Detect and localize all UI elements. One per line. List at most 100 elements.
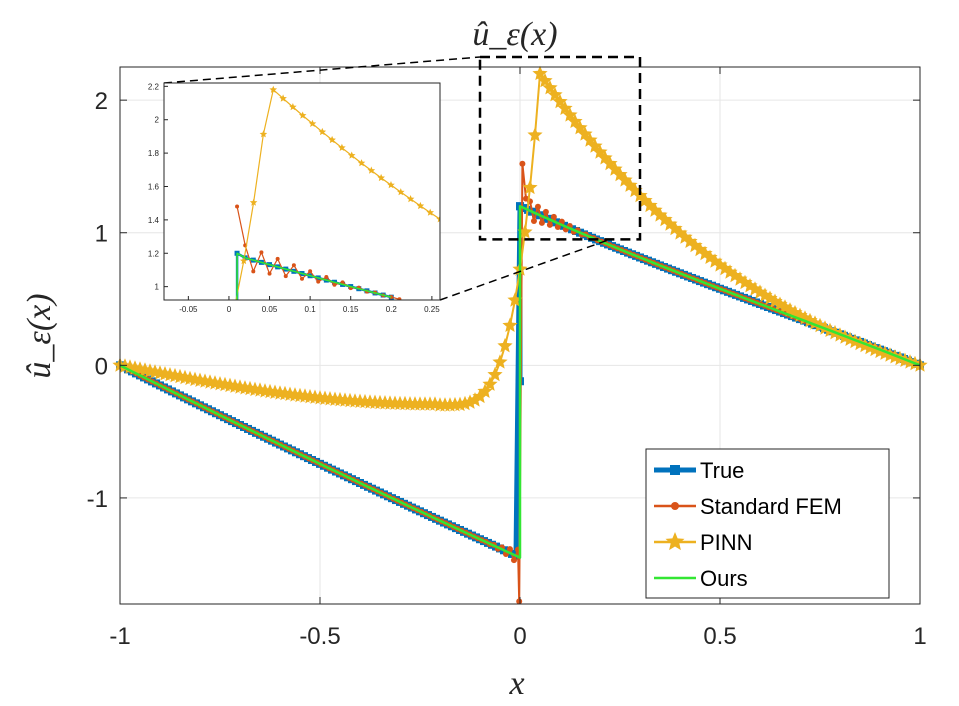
inset-series-pinn-point	[406, 195, 415, 203]
x-tick-label: 1	[913, 623, 926, 650]
inset-y-tick-label: 1.8	[148, 149, 160, 158]
y-tick-label: -1	[87, 486, 108, 513]
inset-series-standard-fem-point	[308, 269, 313, 274]
inset-series-ours	[236, 252, 392, 300]
y-tick-label: 1	[95, 221, 108, 248]
y-tick-label: 0	[95, 353, 108, 380]
inset-series-pinn-point	[298, 111, 307, 119]
inset-series-standard-fem-point	[291, 263, 296, 268]
inset-frame	[163, 82, 441, 301]
legend-swatch-marker	[665, 532, 685, 551]
inset-series-standard-fem-point	[397, 297, 402, 300]
series-pinn-point	[477, 383, 493, 398]
zoom-connector	[439, 238, 611, 301]
inset-series-ours-line	[236, 252, 392, 300]
inset-x-tick-label: -0.05	[179, 305, 198, 314]
inset-series-standard-fem-point	[251, 269, 256, 274]
inset-series-standard-fem-point	[275, 256, 280, 261]
series-pinn-point	[497, 337, 513, 353]
inset-series-pinn-point	[289, 103, 297, 111]
inset-x-tick-label: 0.2	[386, 305, 398, 314]
series-standard-fem-point	[534, 203, 541, 210]
inset-series-standard-fem-point	[332, 282, 337, 287]
inset-series-pinn-point	[426, 208, 434, 216]
inset-series-pinn-point	[279, 94, 287, 102]
x-tick-label: 0	[513, 623, 526, 650]
inset-y-tick-label: 1	[155, 283, 160, 292]
inset-series-pinn-point	[269, 85, 278, 93]
inset-series-pinn-point	[328, 135, 336, 144]
series-pinn-point	[492, 354, 508, 369]
series-pinn-point	[487, 366, 503, 382]
inset-series-standard-fem-point	[267, 271, 272, 276]
series-ours	[119, 204, 921, 559]
series-ours-line	[119, 204, 921, 559]
chart-title: û_ε(x)	[472, 16, 557, 53]
inset-y-tick-label: 2	[155, 116, 160, 125]
inset-series-pinn-point	[347, 151, 356, 159]
x-tick-label: -0.5	[299, 623, 340, 650]
series-standard-fem-point	[550, 213, 557, 220]
inset-series-pinn-point	[387, 181, 395, 189]
inset-y-tick-label: 1.2	[148, 249, 160, 258]
inset-series-pinn	[235, 85, 440, 300]
zoom-connector	[163, 56, 481, 84]
legend: True Standard FEM PINN Ours	[645, 448, 890, 599]
y-tick-label: 2	[95, 88, 108, 115]
inset-series-pinn-point	[377, 173, 385, 182]
x-axis-label: x	[508, 665, 524, 702]
series-pinn-point	[522, 179, 538, 195]
series-standard-fem-point	[506, 546, 513, 553]
inset-background	[164, 83, 440, 300]
x-tick-label: -1	[109, 623, 130, 650]
inset-y-tick-label: 2.2	[148, 82, 160, 91]
inset-series-pinn-point	[318, 127, 327, 136]
inset-x-tick-label: 0	[227, 305, 232, 314]
inset-series-pinn-point	[357, 159, 366, 167]
legend-swatch-marker	[670, 465, 680, 475]
series-pinn-point	[502, 317, 518, 332]
series-standard-fem-point	[530, 217, 537, 224]
inset-x-tick-label: 0.1	[305, 305, 317, 314]
inset-series-pinn-point	[240, 256, 248, 265]
legend-label: True	[700, 458, 744, 483]
series-pinn-point	[482, 376, 498, 391]
inset-series-standard-fem-point	[259, 250, 264, 255]
series-pinn	[112, 65, 928, 412]
y-axis-label: û_ε(x)	[21, 293, 58, 378]
inset-series-pinn-point	[338, 143, 346, 151]
series-standard-fem-point	[510, 557, 517, 564]
inset-y-tick-label: 1.4	[148, 216, 160, 225]
legend-label: Ours	[700, 566, 748, 591]
x-tick-label: 0.5	[703, 623, 736, 650]
inset-series-standard-fem-point	[300, 276, 304, 281]
series-standard-fem-point	[554, 224, 561, 231]
inset-series-pinn-point	[259, 130, 268, 138]
inset-series-pinn-point	[367, 166, 376, 174]
series-standard-fem-point	[538, 219, 545, 226]
inset-series-standard-fem-point	[316, 279, 321, 284]
inset-series-pinn-point	[416, 201, 425, 210]
inset-series-standard-fem-point	[235, 204, 240, 209]
inset-series-standard-fem-point	[283, 274, 288, 279]
series-pinn-point	[467, 392, 483, 407]
inset-series-pinn-point	[397, 188, 405, 196]
inset-x-tick-label: 0.15	[343, 305, 359, 314]
series-standard-fem-point	[542, 208, 549, 215]
legend-box	[645, 448, 890, 599]
series-pinn-point	[472, 388, 488, 404]
series-standard-fem-point	[546, 221, 553, 228]
series-pinn-point	[527, 127, 543, 142]
zoom-box	[478, 55, 642, 241]
inset-x-tick-label: 0.05	[262, 305, 278, 314]
legend-label: Standard FEM	[700, 494, 842, 519]
legend-label: PINN	[700, 530, 753, 555]
inset-series-pinn-point	[308, 119, 317, 127]
inset-x-tick-label: 0.25	[424, 305, 440, 314]
inset-series-pinn-point	[436, 215, 440, 223]
inset-series-pinn-point	[249, 198, 258, 206]
series-standard-fem-point	[516, 598, 523, 605]
inset-y-tick-label: 1.6	[148, 182, 160, 191]
inset-series-standard-fem-point	[324, 274, 329, 279]
